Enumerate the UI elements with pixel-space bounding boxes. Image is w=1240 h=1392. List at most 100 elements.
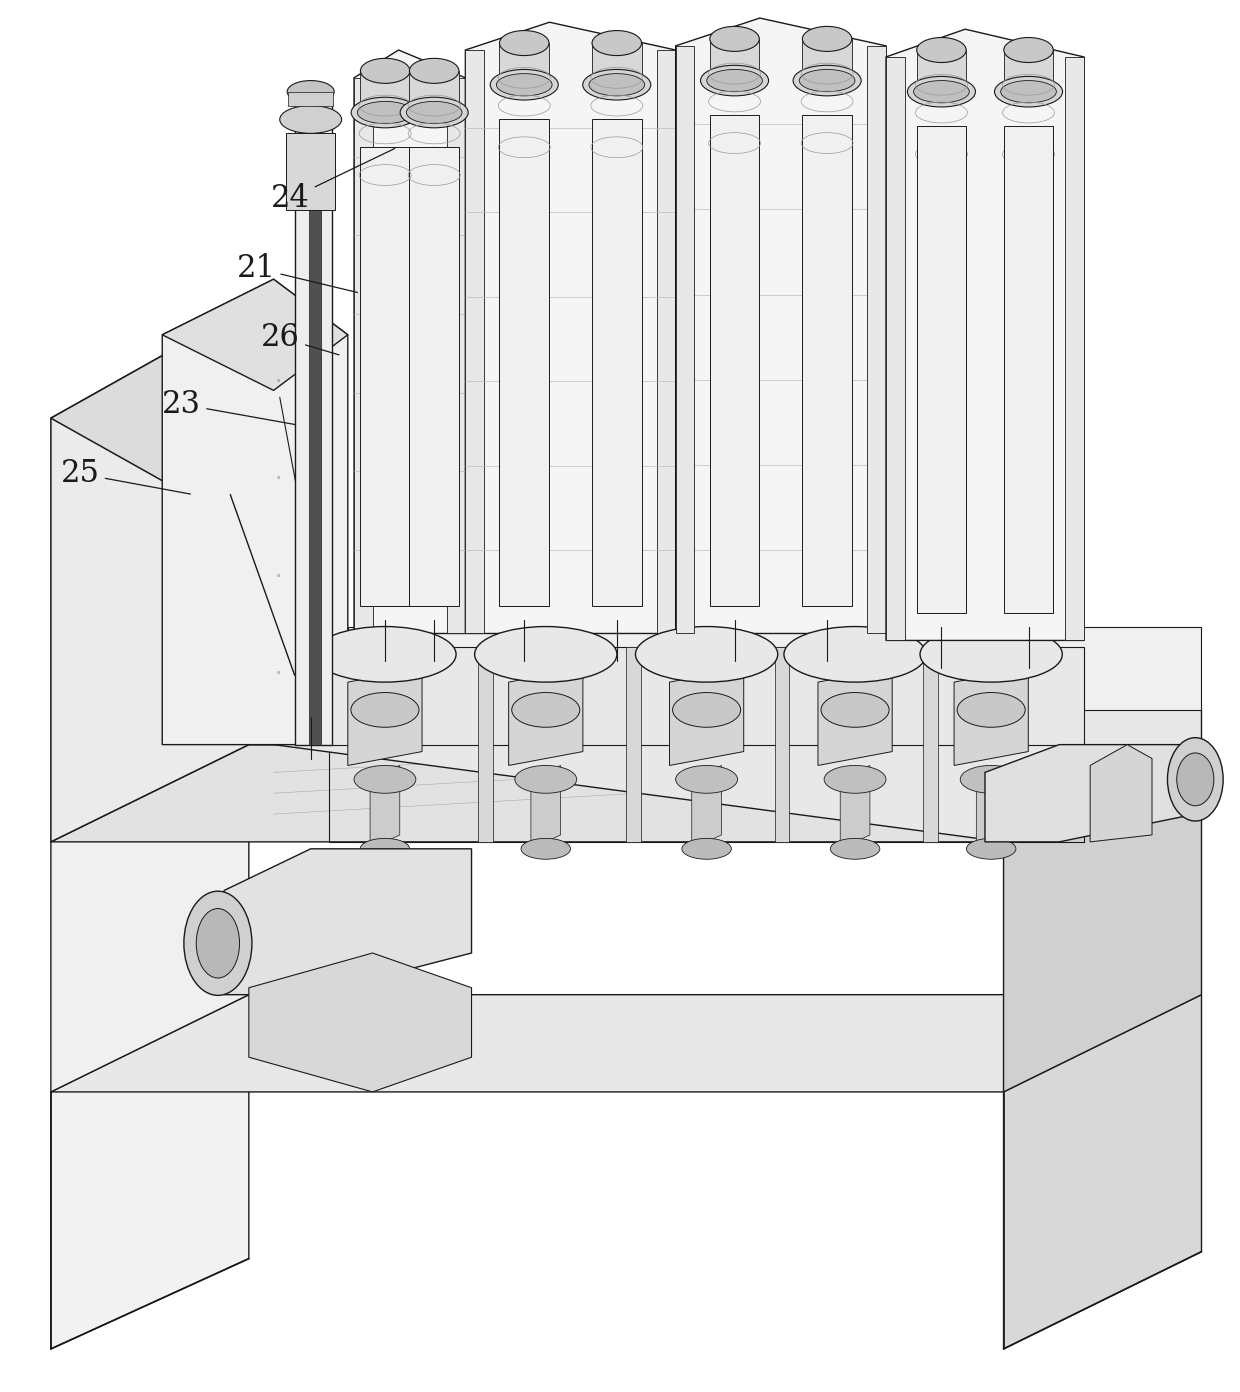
- Polygon shape: [162, 280, 347, 390]
- Polygon shape: [465, 22, 676, 633]
- Text: 21: 21: [237, 252, 357, 292]
- Ellipse shape: [676, 766, 738, 793]
- Polygon shape: [868, 46, 887, 633]
- Ellipse shape: [583, 70, 651, 100]
- Polygon shape: [370, 766, 399, 849]
- Polygon shape: [295, 99, 332, 745]
- Polygon shape: [802, 116, 852, 606]
- Polygon shape: [286, 134, 336, 210]
- Polygon shape: [51, 995, 249, 1349]
- Ellipse shape: [184, 891, 252, 995]
- Polygon shape: [162, 280, 347, 745]
- Polygon shape: [51, 745, 1202, 842]
- Text: 25: 25: [61, 458, 191, 494]
- Ellipse shape: [994, 77, 1063, 107]
- Polygon shape: [330, 647, 1084, 745]
- Polygon shape: [916, 127, 966, 612]
- Polygon shape: [500, 120, 549, 606]
- Ellipse shape: [1168, 738, 1223, 821]
- Polygon shape: [626, 647, 641, 842]
- Ellipse shape: [709, 26, 759, 52]
- Ellipse shape: [515, 766, 577, 793]
- Polygon shape: [289, 92, 334, 106]
- Ellipse shape: [401, 97, 469, 128]
- Polygon shape: [51, 355, 274, 842]
- Ellipse shape: [802, 26, 852, 52]
- Ellipse shape: [512, 693, 580, 727]
- Ellipse shape: [490, 70, 558, 100]
- Polygon shape: [1004, 50, 1053, 92]
- Polygon shape: [802, 39, 852, 81]
- Polygon shape: [676, 46, 694, 633]
- Ellipse shape: [682, 838, 732, 859]
- Ellipse shape: [407, 102, 463, 124]
- Polygon shape: [500, 43, 549, 85]
- Polygon shape: [446, 78, 465, 633]
- Ellipse shape: [351, 97, 419, 128]
- Polygon shape: [709, 116, 759, 606]
- Polygon shape: [477, 647, 492, 842]
- Polygon shape: [676, 18, 887, 633]
- Ellipse shape: [521, 838, 570, 859]
- Polygon shape: [916, 50, 966, 92]
- Ellipse shape: [635, 626, 777, 682]
- Ellipse shape: [831, 838, 880, 859]
- Polygon shape: [249, 954, 471, 1091]
- Ellipse shape: [916, 38, 966, 63]
- Polygon shape: [1065, 57, 1084, 640]
- Ellipse shape: [360, 838, 409, 859]
- Text: 26: 26: [262, 322, 339, 355]
- Polygon shape: [353, 50, 465, 633]
- Text: 23: 23: [162, 388, 295, 425]
- Text: °: °: [277, 477, 280, 483]
- Ellipse shape: [920, 626, 1063, 682]
- Ellipse shape: [794, 65, 861, 96]
- Polygon shape: [954, 668, 1028, 766]
- Ellipse shape: [409, 58, 459, 84]
- Ellipse shape: [591, 31, 641, 56]
- Polygon shape: [657, 50, 676, 633]
- Ellipse shape: [707, 70, 763, 92]
- Polygon shape: [409, 148, 459, 606]
- Polygon shape: [985, 745, 1195, 842]
- Polygon shape: [709, 39, 759, 81]
- Polygon shape: [1003, 995, 1202, 1349]
- Ellipse shape: [1001, 81, 1056, 103]
- Polygon shape: [51, 995, 1202, 1091]
- Ellipse shape: [280, 106, 342, 134]
- Ellipse shape: [351, 693, 419, 727]
- Ellipse shape: [1177, 753, 1214, 806]
- Polygon shape: [347, 668, 422, 766]
- Polygon shape: [224, 849, 471, 995]
- Polygon shape: [887, 29, 1084, 640]
- Ellipse shape: [784, 626, 926, 682]
- Polygon shape: [923, 647, 937, 842]
- Ellipse shape: [672, 693, 740, 727]
- Polygon shape: [692, 766, 722, 849]
- Polygon shape: [591, 43, 641, 85]
- Ellipse shape: [288, 81, 335, 103]
- Polygon shape: [51, 745, 249, 1091]
- Ellipse shape: [825, 766, 887, 793]
- Polygon shape: [51, 355, 274, 480]
- Polygon shape: [976, 766, 1006, 849]
- Ellipse shape: [957, 693, 1025, 727]
- Ellipse shape: [800, 70, 854, 92]
- Polygon shape: [1004, 127, 1053, 612]
- Polygon shape: [465, 50, 484, 633]
- Ellipse shape: [1004, 38, 1053, 63]
- Ellipse shape: [314, 626, 456, 682]
- Polygon shape: [1090, 745, 1152, 842]
- Text: °: °: [277, 380, 280, 387]
- Ellipse shape: [475, 626, 618, 682]
- Ellipse shape: [357, 102, 413, 124]
- Polygon shape: [591, 120, 641, 606]
- Ellipse shape: [589, 74, 645, 96]
- Polygon shape: [361, 148, 410, 606]
- Ellipse shape: [361, 58, 410, 84]
- Polygon shape: [361, 71, 410, 113]
- Ellipse shape: [821, 693, 889, 727]
- Polygon shape: [347, 626, 1202, 710]
- Ellipse shape: [500, 31, 549, 56]
- Ellipse shape: [966, 838, 1016, 859]
